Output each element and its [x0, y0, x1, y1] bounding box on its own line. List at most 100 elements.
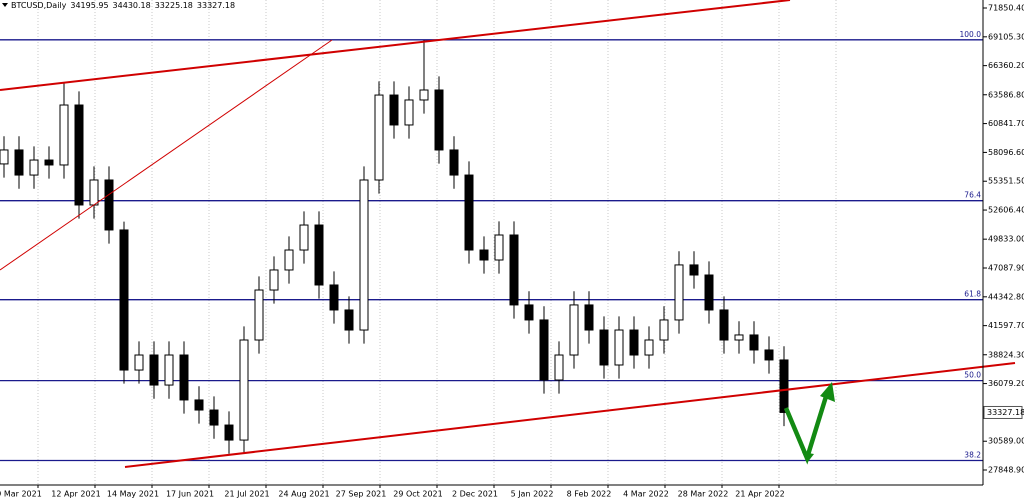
candle-body [104, 179, 114, 231]
level-label: 76.4 [964, 191, 981, 200]
candle-body [359, 179, 369, 331]
candle-body [149, 354, 159, 386]
candle-body [434, 89, 444, 151]
levels: 100.0 76.4 61.8 50.0 38.2 [0, 30, 983, 462]
y-tick-label: 49833.00 [988, 235, 1024, 244]
symbol: BTCUSD,Daily [11, 1, 67, 10]
y-tick-label: 30589.00 [988, 437, 1024, 446]
y-tick-label: 27848.90 [988, 465, 1024, 474]
candle-body [479, 249, 489, 261]
x-tick-label: 28 Mar 2022 [678, 490, 729, 499]
candle-body [44, 159, 54, 166]
candle-body [494, 234, 504, 261]
y-tick-label: 63586.80 [988, 90, 1024, 99]
candle-body [299, 224, 309, 251]
x-tick-label: 9 Mar 2021 [0, 490, 42, 499]
x-tick-label: 2 Dec 2021 [452, 490, 498, 499]
candle-body [554, 354, 564, 381]
candle-body [29, 159, 39, 176]
level-label: 61.8 [964, 290, 981, 299]
last-price: 33327.18 [987, 408, 1024, 417]
candle-body [419, 89, 429, 101]
x-tick-label: 29 Oct 2021 [393, 490, 442, 499]
candle-body [539, 319, 549, 381]
y-tick-label: 47087.90 [988, 263, 1024, 272]
ohlc-value: 33225.18 [155, 1, 193, 10]
price-box [983, 405, 1023, 419]
candle-body [284, 249, 294, 271]
y-tick-label: 44342.80 [988, 292, 1024, 301]
candle-body [719, 309, 729, 341]
candle-body [779, 359, 789, 413]
x-tick-label: 14 May 2021 [107, 490, 159, 499]
candle-body [749, 334, 759, 351]
level-label: 100.0 [960, 30, 982, 39]
candle-body [89, 179, 99, 206]
candle-body [194, 399, 204, 411]
candle-body [614, 329, 624, 366]
candle-body [569, 304, 579, 356]
y-tick-label: 52606.40 [988, 206, 1024, 215]
candle-body [224, 424, 234, 441]
header: BTCUSD,Daily 34195.95 34430.18 33225.18 3332… [2, 1, 235, 10]
x-tick-label: 24 Aug 2021 [278, 490, 329, 499]
x-tick-label: 27 Sep 2021 [336, 490, 387, 499]
candle-body [629, 329, 639, 356]
candle-body [74, 104, 84, 206]
x-tick-label: 8 Feb 2022 [567, 490, 612, 499]
candle-body [674, 264, 684, 321]
x-tick-label: 17 Jun 2021 [166, 490, 214, 499]
y-tick-label: 55351.50 [988, 177, 1024, 186]
candle-body [404, 99, 414, 126]
candle-body [14, 149, 24, 176]
x-tick-label: 5 Jan 2022 [511, 490, 554, 499]
candle-body [254, 289, 264, 341]
candle-body [509, 234, 519, 306]
candle-body [269, 269, 279, 291]
x-tick-label: 4 Mar 2022 [623, 490, 669, 499]
level-label: 38.2 [964, 451, 981, 460]
y-tick-label: 58096.60 [988, 148, 1024, 157]
candle-body [134, 354, 144, 371]
candle-body [464, 174, 474, 251]
candle-body [644, 339, 654, 356]
level-label: 50.0 [964, 371, 981, 380]
x-tick-label: 21 Apr 2022 [735, 490, 784, 499]
candle-body [344, 309, 354, 331]
candle-body [209, 409, 219, 426]
ohlc-value: 33327.18 [197, 1, 235, 10]
candle-body [0, 149, 9, 165]
candle-body [599, 329, 609, 366]
candle-body [164, 354, 174, 386]
candle-body [584, 304, 594, 331]
candle-body [329, 284, 339, 311]
candle-body [119, 229, 129, 371]
arrow-vertex [802, 452, 814, 463]
candle-body [314, 224, 324, 286]
candle-body [374, 94, 384, 181]
ohlc-value: 34195.95 [70, 1, 108, 10]
y-tick-label: 60841.70 [988, 119, 1024, 128]
trend-line [0, 39, 333, 271]
candle-body [179, 354, 189, 401]
ohlc-value: 34430.18 [113, 1, 151, 10]
y-tick-label: 36079.20 [988, 379, 1024, 388]
lower-channel-line [124, 362, 1016, 468]
candle-body [734, 334, 744, 341]
candles [0, 40, 789, 454]
menu-triangle [2, 3, 8, 7]
candle-body [239, 339, 249, 441]
candle-body [689, 264, 699, 276]
axis-labels: 71850.40 69105.30 66360.20 63586.80 60841.70… [0, 3, 1024, 498]
y-tick-label: 71850.40 [988, 3, 1024, 12]
candle-body [389, 94, 399, 126]
arrow-head [820, 382, 835, 402]
upper-channel-line [0, 0, 791, 91]
y-tick-label: 41597.70 [988, 321, 1024, 330]
chart-title: BTCUSD,Daily 34195.95 34430.18 33225.18 3332… [11, 1, 235, 10]
candle-body [764, 349, 774, 361]
y-tick-label: 69105.30 [988, 32, 1024, 41]
y-tick-label: 38824.30 [988, 350, 1024, 359]
x-tick-label: 12 Apr 2021 [51, 490, 100, 499]
